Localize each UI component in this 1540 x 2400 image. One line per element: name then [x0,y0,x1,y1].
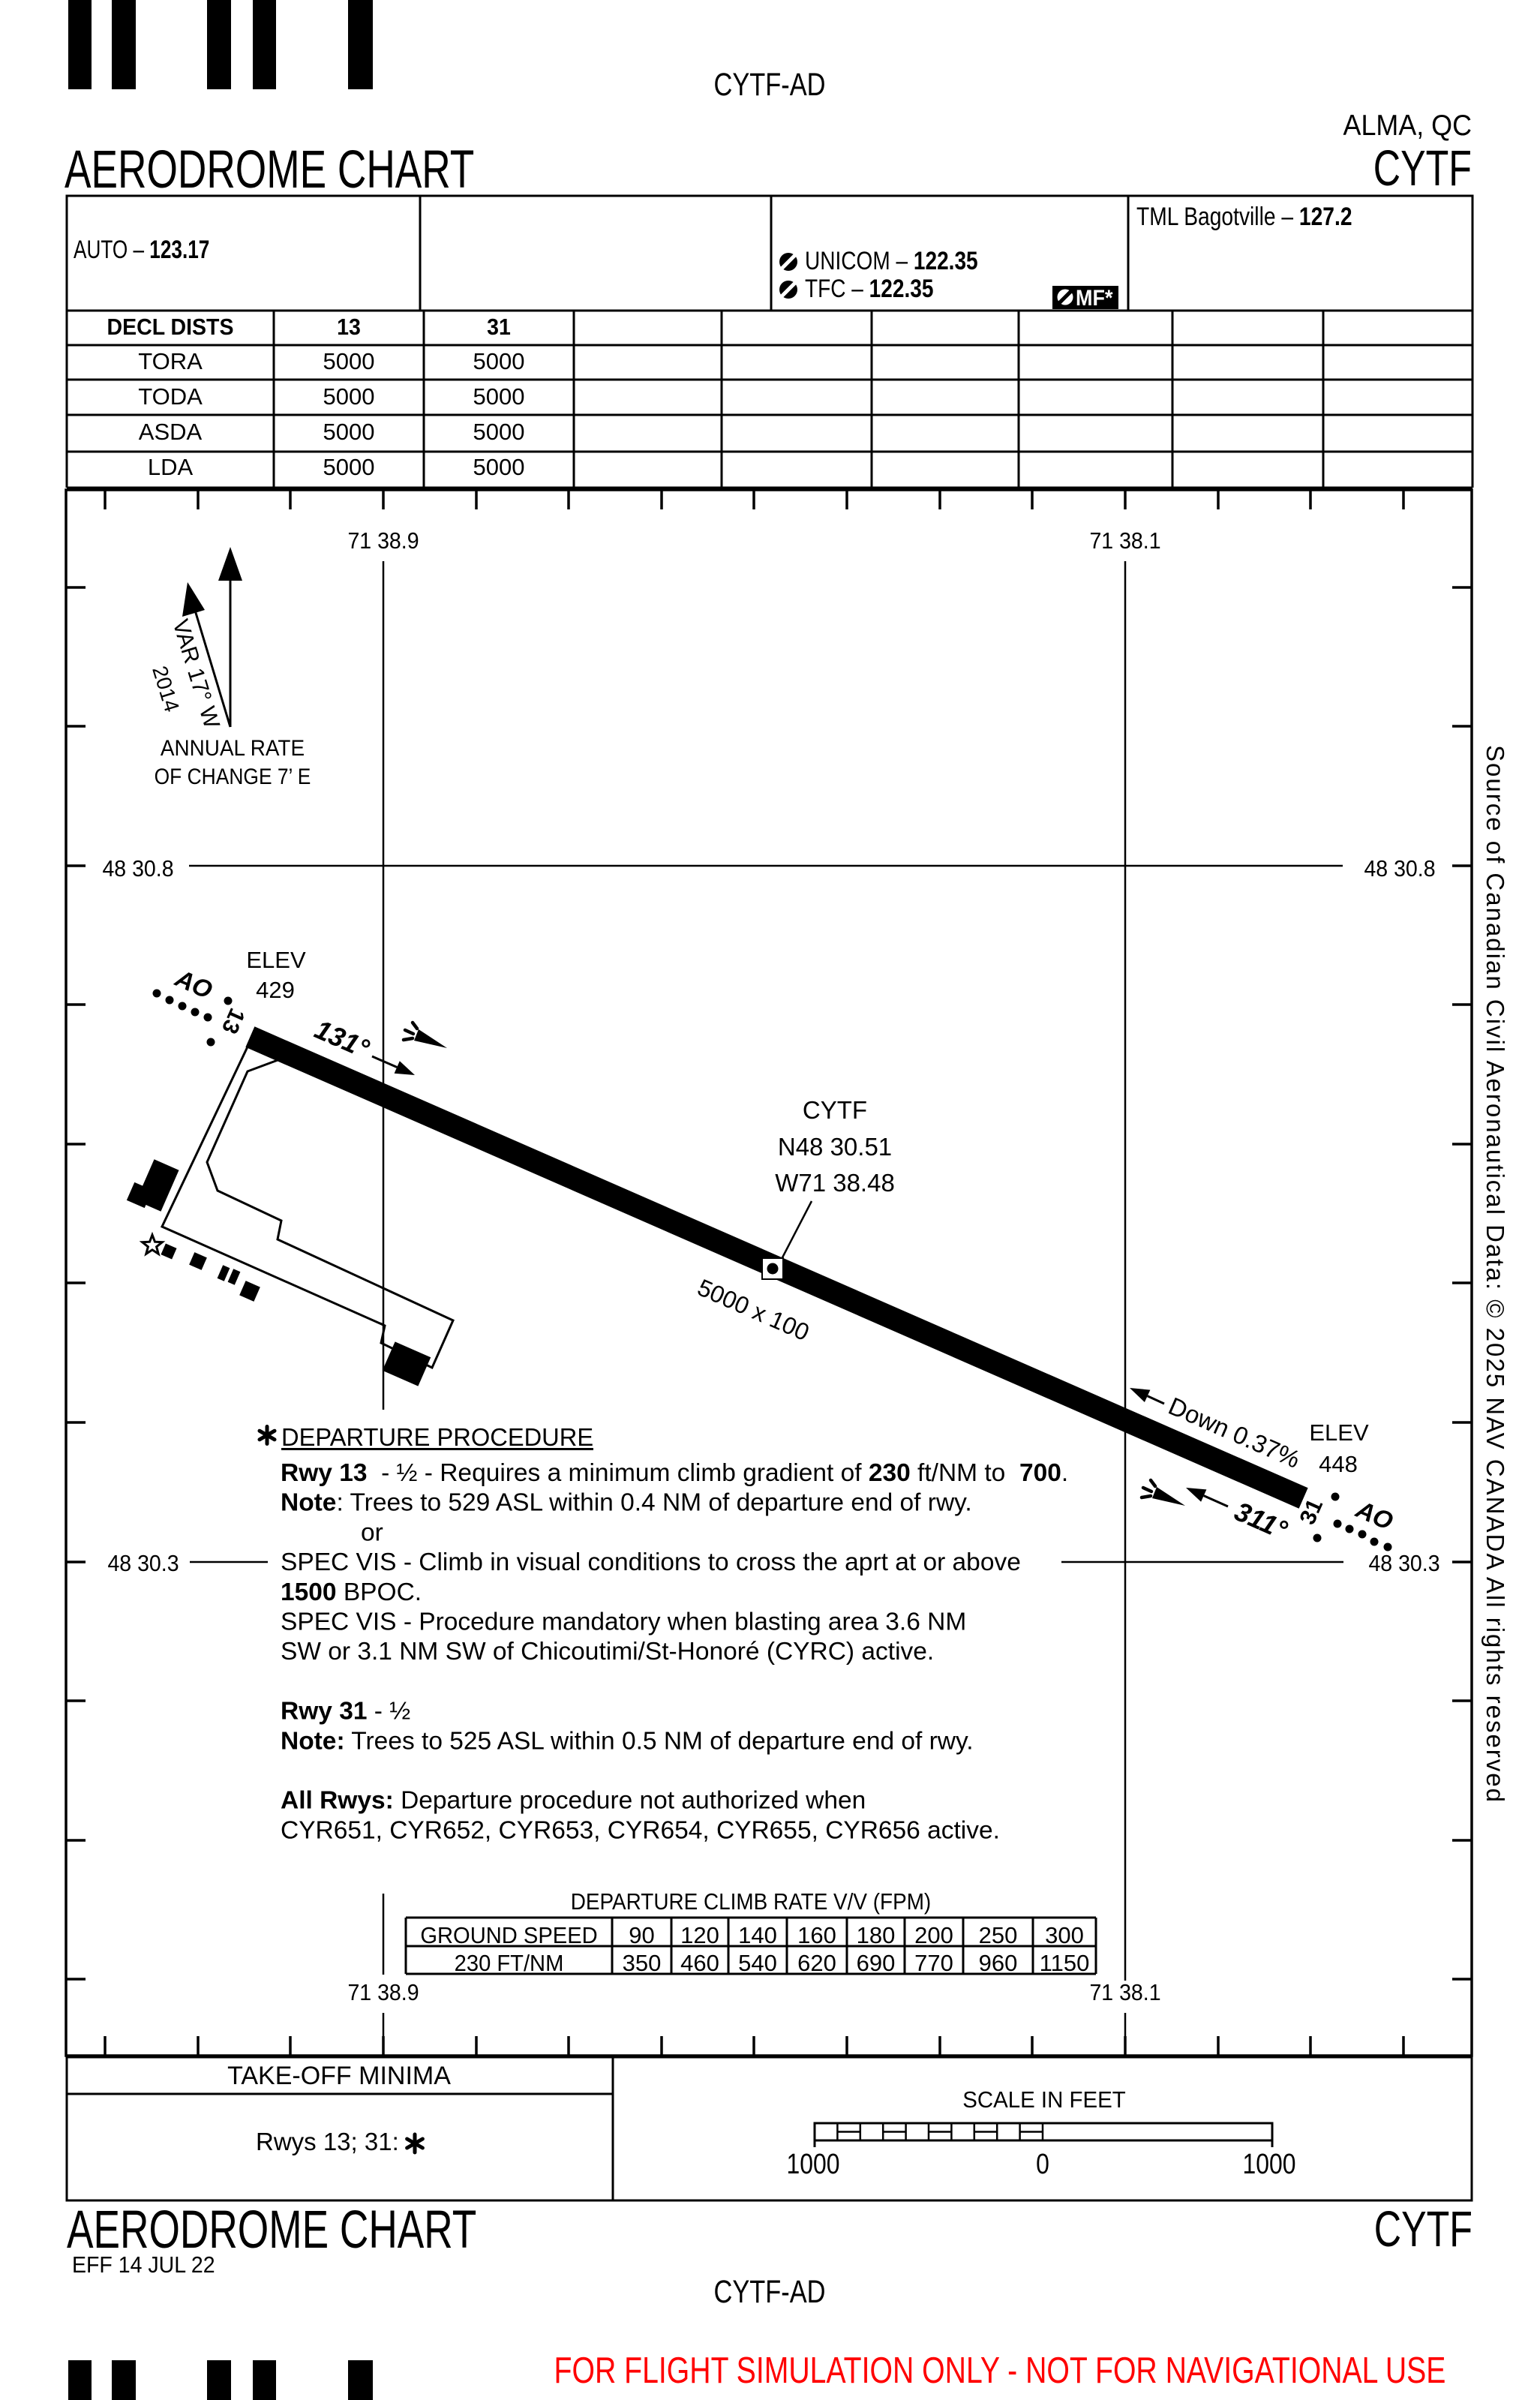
svg-text:AERODROME CHART: AERODROME CHART [65,140,474,200]
svg-text:48 30.3: 48 30.3 [107,1551,179,1576]
svg-text:160: 160 [797,1922,836,1948]
svg-text:TODA: TODA [138,383,203,410]
svg-text:CYTF-AD: CYTF-AD [714,2274,826,2309]
svg-text:48 30.3: 48 30.3 [1368,1551,1439,1576]
svg-text:1000: 1000 [1243,2148,1296,2179]
svg-text:200: 200 [914,1922,953,1948]
svg-text:TAKE-OFF MINIMA: TAKE-OFF MINIMA [227,2062,451,2090]
svg-text:SW or 3.1 NM SW of Chicoutimi/: SW or 3.1 NM SW of Chicoutimi/St-Honoré … [281,1638,934,1666]
svg-text:W71 38.48: W71 38.48 [775,1169,895,1197]
svg-text:960: 960 [979,1950,1018,1976]
svg-text:71 38.1: 71 38.1 [1089,528,1160,554]
svg-text:71 38.9: 71 38.9 [347,528,419,554]
svg-text:5000: 5000 [473,419,525,445]
svg-text:Rwy 31 - ½: Rwy 31 - ½ [281,1698,410,1726]
svg-text:DECL DISTS: DECL DISTS [107,314,234,340]
svg-text:Note: Trees to 525 ASL within: Note: Trees to 525 ASL within 0.5 NM of … [281,1727,974,1755]
svg-text:ALMA, QC: ALMA, QC [1343,109,1472,142]
svg-text:31: 31 [487,314,511,340]
svg-text:TML Bagotville – 127.2: TML Bagotville – 127.2 [1136,203,1352,231]
svg-text:GROUND SPEED: GROUND SPEED [420,1923,597,1948]
svg-text:690: 690 [857,1950,896,1976]
svg-text:5000: 5000 [323,383,375,410]
svg-text:460: 460 [680,1950,719,1976]
svg-text:ASDA: ASDA [139,419,203,445]
svg-text:300: 300 [1045,1922,1084,1948]
svg-text:350: 350 [623,1950,662,1976]
svg-text:CYTF: CYTF [1374,2200,1472,2257]
svg-text:620: 620 [797,1950,836,1976]
svg-text:N48 30.51: N48 30.51 [778,1133,892,1161]
svg-text:48 30.8: 48 30.8 [102,856,173,882]
svg-text:5000: 5000 [323,454,375,480]
svg-text:AERODROME CHART: AERODROME CHART [67,2200,476,2260]
svg-text:90: 90 [629,1922,654,1948]
svg-text:LDA: LDA [148,454,194,480]
svg-text:48 30.8: 48 30.8 [1364,856,1435,882]
svg-text:1000: 1000 [787,2148,840,2179]
svg-text:250: 250 [979,1922,1018,1948]
svg-text:120: 120 [680,1922,719,1948]
svg-text:CYTF-AD: CYTF-AD [714,67,826,102]
svg-text:UNICOM – 122.35: UNICOM – 122.35 [805,246,978,275]
svg-text:CYR651, CYR652, CYR653, CYR654: CYR651, CYR652, CYR653, CYR654, CYR655, … [281,1816,1000,1844]
svg-text:CYTF: CYTF [803,1096,867,1124]
svg-text:71 38.1: 71 38.1 [1089,1980,1160,2005]
svg-text:TFC – 122.35: TFC – 122.35 [805,274,933,302]
svg-text:Rwys 13; 31:: Rwys 13; 31: [256,2128,413,2155]
svg-text:All Rwys: Departure procedure: All Rwys: Departure procedure not author… [281,1787,866,1815]
svg-text:FOR FLIGHT SIMULATION ONLY - N: FOR FLIGHT SIMULATION ONLY - NOT FOR NAV… [554,2350,1446,2391]
svg-text:ELEV: ELEV [246,947,306,973]
svg-text:230 FT/NM: 230 FT/NM [455,1951,564,1976]
svg-text:Note: Trees to 529 ASL within: Note: Trees to 529 ASL within 0.4 NM of … [281,1489,972,1517]
svg-text:180: 180 [857,1922,896,1948]
svg-text:AUTO – 123.17: AUTO – 123.17 [74,236,209,264]
svg-text:5000: 5000 [473,383,525,410]
svg-text:MF*: MF* [1076,286,1113,311]
svg-text:SPEC VIS - Climb in visual con: SPEC VIS - Climb in visual conditions to… [281,1548,1021,1576]
svg-text:ELEV: ELEV [1309,1419,1369,1446]
svg-text:EFF 14 JUL 22: EFF 14 JUL 22 [72,2252,215,2278]
svg-text:OF CHANGE 7’ E: OF CHANGE 7’ E [155,763,311,788]
svg-text:ANNUAL RATE: ANNUAL RATE [161,736,305,761]
svg-text:770: 770 [914,1950,953,1976]
svg-text:Rwy 13 - ½ - Requires a minim: Rwy 13 - ½ - Requires a minimum climb gr… [281,1459,1068,1487]
svg-text:540: 540 [738,1950,777,1976]
svg-text:CYTF: CYTF [1373,140,1472,197]
svg-text:1500 BPOC.: 1500 BPOC. [281,1578,422,1606]
svg-text:1150: 1150 [1040,1950,1090,1976]
svg-text:140: 140 [738,1922,777,1948]
svg-text:5000: 5000 [473,348,525,374]
svg-text:5000: 5000 [323,348,375,374]
svg-text:DEPARTURE CLIMB RATE V/V (FPM): DEPARTURE CLIMB RATE V/V (FPM) [571,1889,931,1915]
svg-text:Source of Canadian Civil Aeron: Source of Canadian Civil Aeronautical Da… [1481,745,1509,1804]
svg-text:429: 429 [256,977,295,1003]
svg-text:5000: 5000 [473,454,525,480]
svg-text:TORA: TORA [138,348,203,374]
svg-text:71 38.9: 71 38.9 [347,1980,419,2005]
svg-text:0: 0 [1036,2148,1049,2179]
svg-text:SCALE IN FEET: SCALE IN FEET [962,2087,1126,2113]
svg-text:448: 448 [1319,1451,1358,1477]
svg-text:5000: 5000 [323,419,375,445]
svg-text:13: 13 [337,314,361,340]
svg-text:DEPARTURE PROCEDURE: DEPARTURE PROCEDURE [281,1424,593,1452]
svg-text:SPEC VIS - Procedure mandatory: SPEC VIS - Procedure mandatory when blas… [281,1609,966,1636]
svg-text:or: or [361,1518,383,1546]
